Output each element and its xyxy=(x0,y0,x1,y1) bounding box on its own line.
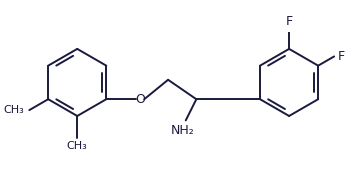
Text: O: O xyxy=(135,93,145,106)
Text: CH₃: CH₃ xyxy=(67,141,88,151)
Text: NH₂: NH₂ xyxy=(171,124,195,137)
Text: CH₃: CH₃ xyxy=(3,105,24,115)
Text: F: F xyxy=(337,50,345,63)
Text: F: F xyxy=(286,15,293,28)
